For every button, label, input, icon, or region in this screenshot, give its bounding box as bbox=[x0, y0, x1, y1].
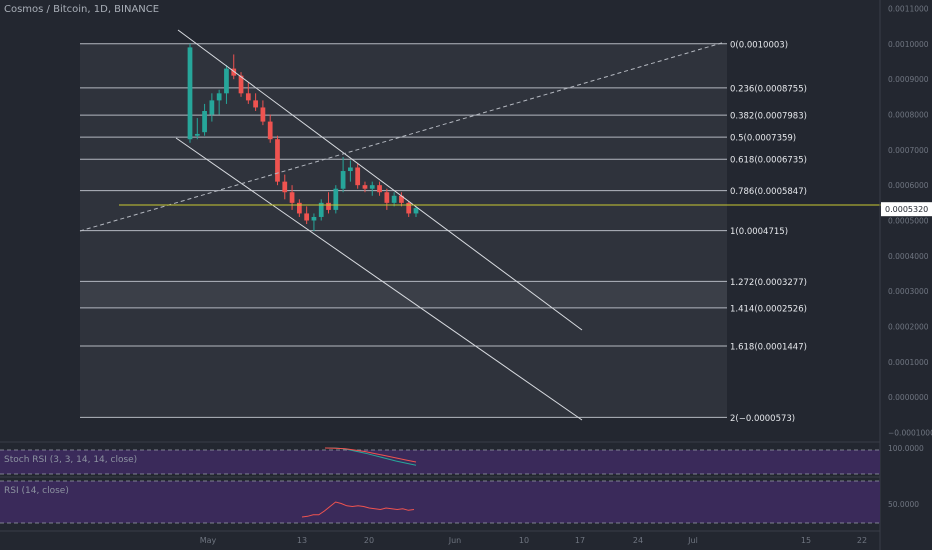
price-tick-label: 0.0009000 bbox=[888, 75, 929, 84]
fib-zone bbox=[80, 87, 727, 116]
current-price-label: 0.0005320 bbox=[885, 205, 928, 214]
price-tick-label: 0.0006000 bbox=[888, 181, 929, 190]
candle-body bbox=[253, 100, 258, 108]
candle-body bbox=[311, 216, 317, 221]
fib-zone bbox=[80, 43, 727, 88]
fib-level-label: 0.382(0.0007983) bbox=[730, 112, 807, 122]
candle-body bbox=[406, 202, 412, 214]
candle-body bbox=[333, 188, 339, 210]
price-tick-label: 0.0010000 bbox=[888, 40, 929, 49]
price-tick-label: 0.0003000 bbox=[888, 287, 929, 296]
time-tick-label: 22 bbox=[857, 536, 867, 545]
rsi-axis-label: 50.0000 bbox=[888, 500, 919, 509]
rsi-band bbox=[0, 481, 880, 523]
candle-body bbox=[282, 181, 288, 193]
fib-zone bbox=[80, 281, 727, 308]
candle-body bbox=[275, 139, 280, 182]
fib-level-label: 1.414(0.0002526) bbox=[730, 304, 807, 314]
fib-zone bbox=[80, 230, 727, 282]
time-tick-label: 20 bbox=[364, 536, 374, 545]
candle-body bbox=[296, 202, 302, 214]
candle-body bbox=[216, 93, 222, 101]
candle-body bbox=[355, 167, 361, 186]
stoch-rsi-band bbox=[0, 450, 880, 474]
time-tick-label: 15 bbox=[801, 536, 811, 545]
candle-body bbox=[245, 93, 251, 101]
fib-level-label: 0.5(0.0007359) bbox=[730, 134, 796, 144]
candle-body bbox=[224, 68, 229, 94]
time-tick-label: 17 bbox=[575, 536, 585, 545]
candle-body bbox=[267, 121, 273, 140]
channel-lower-line bbox=[175, 137, 583, 421]
stoch-rsi-title: Stoch RSI (3, 3, 14, 14, close) bbox=[4, 455, 137, 465]
fib-zone bbox=[80, 137, 727, 160]
candle-body bbox=[260, 107, 266, 122]
stoch-axis-label: 100.0000 bbox=[888, 444, 924, 453]
candle-body bbox=[377, 185, 382, 193]
time-tick-label: Jul bbox=[687, 536, 698, 545]
candle-body bbox=[413, 208, 419, 214]
candle-body bbox=[187, 47, 193, 140]
time-tick-label: 13 bbox=[297, 536, 307, 545]
candle-body bbox=[340, 171, 346, 189]
time-tick-label: May bbox=[200, 536, 217, 545]
price-tick-label: 0.0004000 bbox=[888, 252, 929, 261]
price-tick-label: 0.0007000 bbox=[888, 146, 929, 155]
candle-body bbox=[362, 185, 368, 189]
candle-body bbox=[318, 202, 324, 217]
candle-body bbox=[384, 192, 390, 203]
rsi-title: RSI (14, close) bbox=[4, 486, 69, 496]
candle-body bbox=[209, 100, 215, 115]
time-tick-label: Jun bbox=[448, 536, 462, 545]
candle-body bbox=[326, 202, 331, 210]
candle-body bbox=[369, 185, 375, 189]
candle-body bbox=[391, 195, 397, 203]
candle-body bbox=[399, 195, 404, 203]
fib-level-label: 0.786(0.0005847) bbox=[730, 187, 807, 197]
price-tick-label: 0.0008000 bbox=[888, 111, 929, 120]
fib-zone bbox=[80, 159, 727, 191]
fib-level-label: 2(−0.0000573) bbox=[730, 414, 795, 424]
time-tick-label: 10 bbox=[519, 536, 529, 545]
fib-level-label: 1.272(0.0003277) bbox=[730, 278, 807, 288]
candle-body bbox=[304, 213, 310, 221]
fib-level-label: 0(0.0010003) bbox=[730, 40, 788, 50]
candle-body bbox=[348, 167, 353, 172]
rsi-line bbox=[301, 501, 415, 518]
fib-zone bbox=[80, 115, 727, 138]
candle-body bbox=[238, 75, 244, 94]
chart-title: Cosmos / Bitcoin, 1D, BINANCE bbox=[4, 4, 160, 15]
time-tick-label: 24 bbox=[633, 536, 643, 545]
current-price-tag bbox=[881, 202, 932, 217]
price-tick-label: −0.0001000 bbox=[888, 428, 932, 437]
fib-level-label: 0.236(0.0008755) bbox=[730, 84, 807, 94]
candle-body bbox=[194, 133, 200, 136]
fib-level-label: 1(0.0004715) bbox=[730, 227, 788, 237]
fib-zone bbox=[80, 307, 727, 347]
price-tick-label: 0.0001000 bbox=[888, 358, 929, 367]
price-tick-label: 0.0002000 bbox=[888, 322, 929, 331]
fib-zone bbox=[80, 346, 727, 418]
channel-upper-line bbox=[177, 29, 583, 331]
fib-level-label: 0.618(0.0006735) bbox=[730, 156, 807, 166]
price-tick-label: 0.0005000 bbox=[888, 217, 929, 226]
price-tick-label: 0.0011000 bbox=[888, 5, 929, 14]
dashed-trendline bbox=[79, 41, 726, 232]
candle-body bbox=[202, 110, 207, 133]
candle-body bbox=[289, 192, 295, 203]
price-tick-label: 0.0000000 bbox=[888, 393, 929, 402]
stoch-line-d bbox=[324, 447, 417, 463]
candle-body bbox=[231, 68, 237, 76]
fib-level-label: 1.618(0.0001447) bbox=[730, 343, 807, 353]
